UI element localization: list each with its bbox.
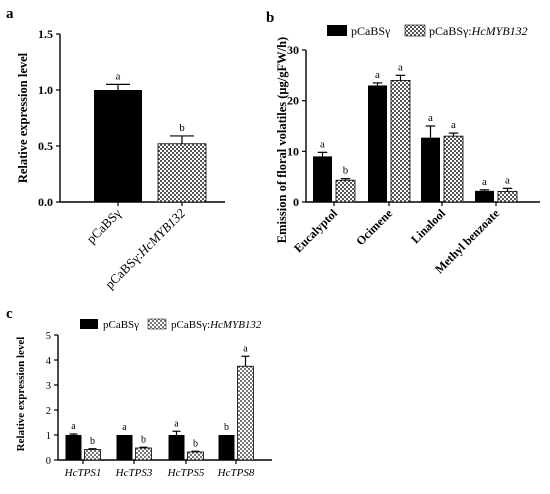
panel-a-y-tick-label: 1.0 bbox=[38, 83, 53, 97]
panel-c-y-tick-label: 3 bbox=[46, 381, 51, 392]
panel-b-x-tick-label: Linalool bbox=[408, 206, 449, 247]
panel-c-y-axis-label: Relative expression level bbox=[15, 337, 27, 452]
panel-c-significance-label: a bbox=[174, 418, 179, 429]
panel-b-significance-label: a bbox=[320, 138, 325, 150]
panel-b-significance-label: a bbox=[428, 112, 433, 124]
panel-c-significance-label: a bbox=[122, 422, 127, 433]
panel-b-bar bbox=[368, 85, 387, 202]
panel-b-bar bbox=[421, 137, 440, 202]
panel-b-y-tick-label: 30 bbox=[287, 43, 299, 57]
panel-c-bar bbox=[218, 435, 235, 460]
panel-c-chart: 0 1 2 3 4 5 a b HcTPS1 a b HcTPS3 a b HcTPS5 b a HcTPS8 bbox=[46, 331, 272, 479]
panel-c-significance-label: b bbox=[141, 434, 146, 445]
panel-b-bar bbox=[390, 80, 411, 203]
panel-b-significance-label: b bbox=[343, 165, 349, 177]
panel-c-bar bbox=[168, 435, 185, 460]
panel-letter-b: b bbox=[266, 10, 274, 26]
panel-letter-c: c bbox=[6, 306, 13, 322]
panel-a-bar bbox=[157, 143, 207, 203]
panel-c-significance-label: b bbox=[90, 436, 95, 447]
panel-b-legend-swatch-control bbox=[327, 25, 347, 36]
panel-c-bar bbox=[65, 435, 82, 460]
panel-c-significance-label: a bbox=[243, 343, 248, 354]
panel-b-y-tick-label: 20 bbox=[287, 94, 299, 108]
panel-b-legend-label-control: pCaBSγ bbox=[351, 24, 391, 38]
panel-a-y-tick-label: 0.0 bbox=[38, 195, 53, 209]
panel-letter-a: a bbox=[6, 6, 14, 22]
panel-c-y-tick-label: 2 bbox=[46, 406, 51, 417]
panel-c-y-tick-label: 5 bbox=[46, 331, 51, 342]
panel-b-bar bbox=[313, 156, 332, 202]
panel-b-bar bbox=[475, 190, 494, 202]
panel-c-bar bbox=[187, 451, 204, 461]
panel-b-significance-label: a bbox=[482, 176, 487, 188]
panel-c-significance-label: b bbox=[193, 438, 198, 449]
panel-a-significance-label: a bbox=[116, 70, 121, 82]
panel-c-legend-label-overexpression: pCaBSγ:HcMYB132 bbox=[171, 319, 262, 331]
panel-c-x-tick-label: HcTPS5 bbox=[167, 467, 205, 479]
panel-b-legend: pCaBSγ pCaBSγ:HcMYB132 bbox=[327, 24, 528, 38]
panel-c-legend-label-control: pCaBSγ bbox=[103, 319, 139, 331]
panel-a-x-tick-label: pCaBSγ bbox=[83, 205, 124, 246]
panel-c-x-tick-label: HcTPS1 bbox=[64, 467, 102, 479]
panel-c-y-tick-label: 1 bbox=[46, 431, 51, 442]
panel-b-significance-label: a bbox=[375, 69, 380, 81]
panel-b-bar bbox=[335, 179, 356, 203]
panel-a-y-tick-label: 1.5 bbox=[38, 27, 53, 41]
panel-b-significance-label: a bbox=[398, 61, 403, 73]
panel-c-bar bbox=[135, 447, 152, 461]
panel-c-legend-swatch-overexpression bbox=[147, 318, 167, 330]
panel-c-bar bbox=[116, 435, 133, 460]
panel-b-y-axis-label: Emission of floral volatiles (μg/gFW/h) bbox=[275, 37, 289, 243]
panel-a-bar bbox=[94, 90, 142, 202]
panel-c-legend: pCaBSγ pCaBSγ:HcMYB132 bbox=[80, 318, 262, 331]
panel-b-x-tick-label: Eucalyptol bbox=[291, 206, 341, 256]
panel-b-x-tick-label: Ocimene bbox=[353, 206, 395, 248]
panel-c-y-tick-label: 0 bbox=[46, 456, 51, 467]
panel-b-bar bbox=[443, 135, 464, 203]
panel-a-significance-label: b bbox=[179, 122, 185, 134]
panel-c-legend-swatch-control bbox=[80, 319, 98, 329]
panel-b-significance-label: a bbox=[451, 119, 456, 131]
panel-b-y-tick-label: 0 bbox=[293, 195, 299, 209]
panel-c-significance-label: a bbox=[71, 421, 76, 432]
panel-c-bar bbox=[237, 365, 254, 461]
panel-c-x-tick-label: HcTPS3 bbox=[115, 467, 153, 479]
panel-c-x-tick-label: HcTPS8 bbox=[217, 467, 255, 479]
panel-b-significance-label: a bbox=[505, 174, 510, 186]
panel-a-y-tick-label: 0.5 bbox=[38, 139, 53, 153]
panel-b-chart: 0 10 20 30 a b Eucalyptol a a Ocimene a a Linalool a a… bbox=[287, 43, 540, 276]
panel-c-bar bbox=[84, 449, 101, 461]
panel-b-legend-swatch-overexpression bbox=[404, 24, 426, 37]
panel-a-y-axis-label: Relative expression level bbox=[16, 52, 30, 183]
panel-b-bar bbox=[497, 190, 518, 203]
panel-b-legend-label-overexpression: pCaBSγ:HcMYB132 bbox=[429, 24, 528, 38]
panel-c-significance-label: b bbox=[224, 422, 229, 433]
panel-c-y-tick-label: 4 bbox=[46, 356, 52, 367]
panel-b-y-tick-label: 10 bbox=[287, 144, 299, 158]
